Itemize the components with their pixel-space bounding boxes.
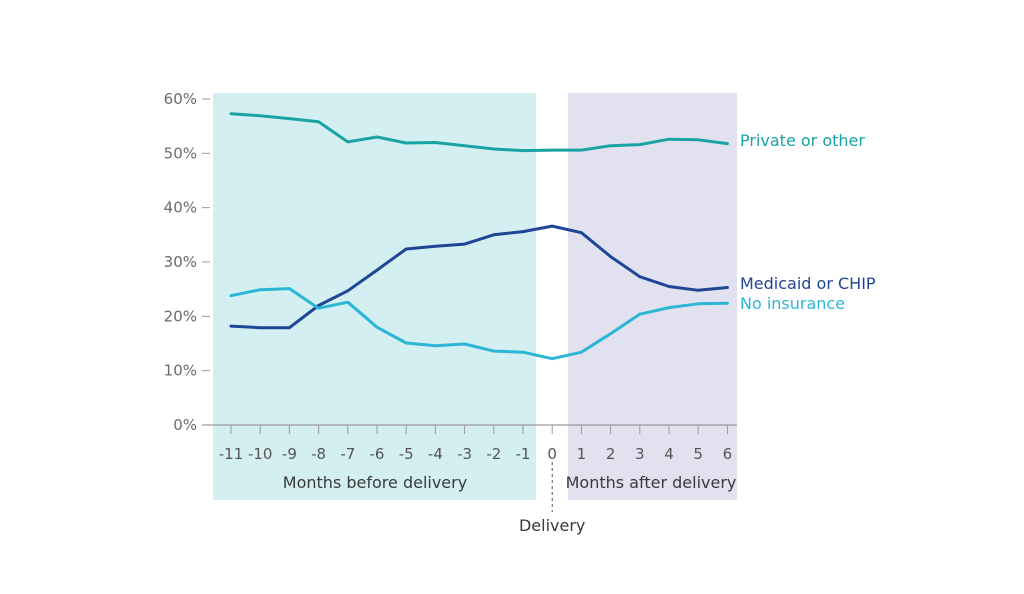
annotations: Delivery [519,462,585,535]
x-tick-label: -8 [311,445,326,463]
x-tick-label: -10 [248,445,273,463]
y-tick-label: 60% [164,90,197,108]
x-tick-label: 2 [606,445,616,463]
x-tick-label: -11 [219,445,244,463]
series-label-no-insurance: No insurance [740,294,845,313]
x-tick-label: -7 [340,445,355,463]
x-tick-label: 5 [693,445,703,463]
x-tick-label: 0 [547,445,557,463]
region-label-after: Months after delivery [566,473,737,492]
x-tick-label: -9 [282,445,297,463]
y-tick-label: 10% [164,362,197,380]
region-after-delivery [568,93,737,500]
y-tick-label: 0% [173,416,197,434]
region-before-delivery [213,93,536,500]
y-tick-label: 30% [164,253,197,271]
series-line-medicaid-or-chip [229,224,729,330]
x-tick-label: -4 [428,445,443,463]
x-tick-label: 1 [577,445,587,463]
x-tick-label: 4 [664,445,674,463]
y-tick-label: 40% [164,199,197,217]
x-tick-label: -6 [370,445,385,463]
delivery-label: Delivery [519,516,585,535]
x-tick-label: 6 [723,445,733,463]
x-tick-label: -2 [486,445,501,463]
x-tick-label: -1 [516,445,531,463]
y-tick-label: 50% [164,144,197,162]
series-label-private-or-other: Private or other [740,131,865,150]
series-line-private-or-other [229,112,729,153]
series-layer [229,112,729,361]
regions-layer [213,93,737,500]
y-axis: 0% 10% 20% 30% 40% 50% 60% [164,90,210,434]
x-tick-label: 3 [635,445,645,463]
x-tick-label: -3 [457,445,472,463]
y-tick-label: 20% [164,307,197,325]
x-tick-label: -5 [399,445,414,463]
region-label-before: Months before delivery [283,473,467,492]
series-label-medicaid-or-chip: Medicaid or CHIP [740,274,876,293]
series-line-no-insurance [229,287,729,361]
